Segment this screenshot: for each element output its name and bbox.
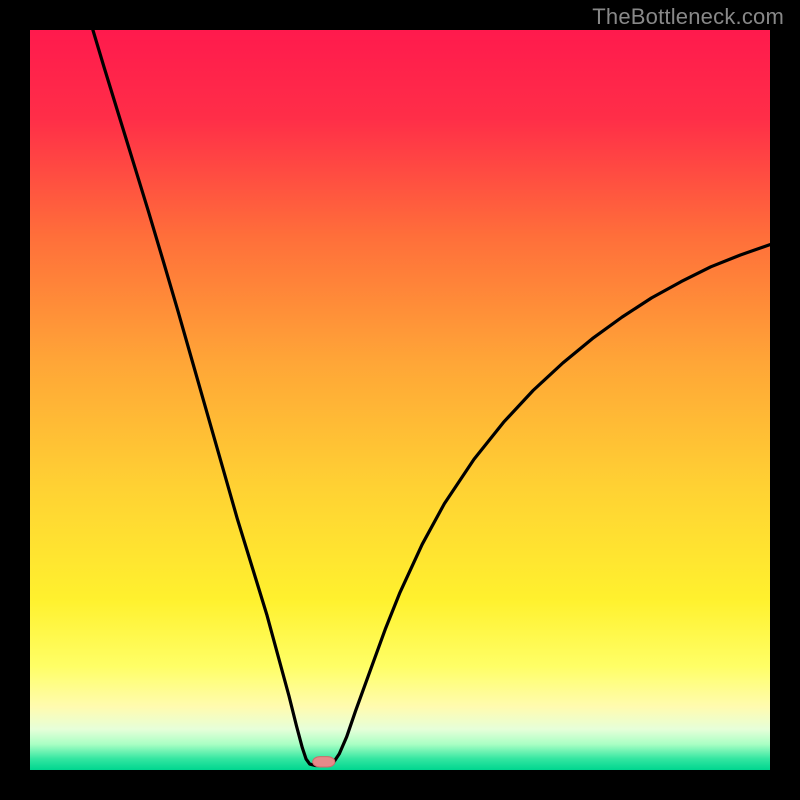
chart-svg — [0, 0, 800, 800]
minimum-marker — [313, 757, 335, 767]
plot-background — [30, 30, 770, 770]
watermark-text: TheBottleneck.com — [592, 4, 784, 30]
bottleneck-chart: TheBottleneck.com — [0, 0, 800, 800]
